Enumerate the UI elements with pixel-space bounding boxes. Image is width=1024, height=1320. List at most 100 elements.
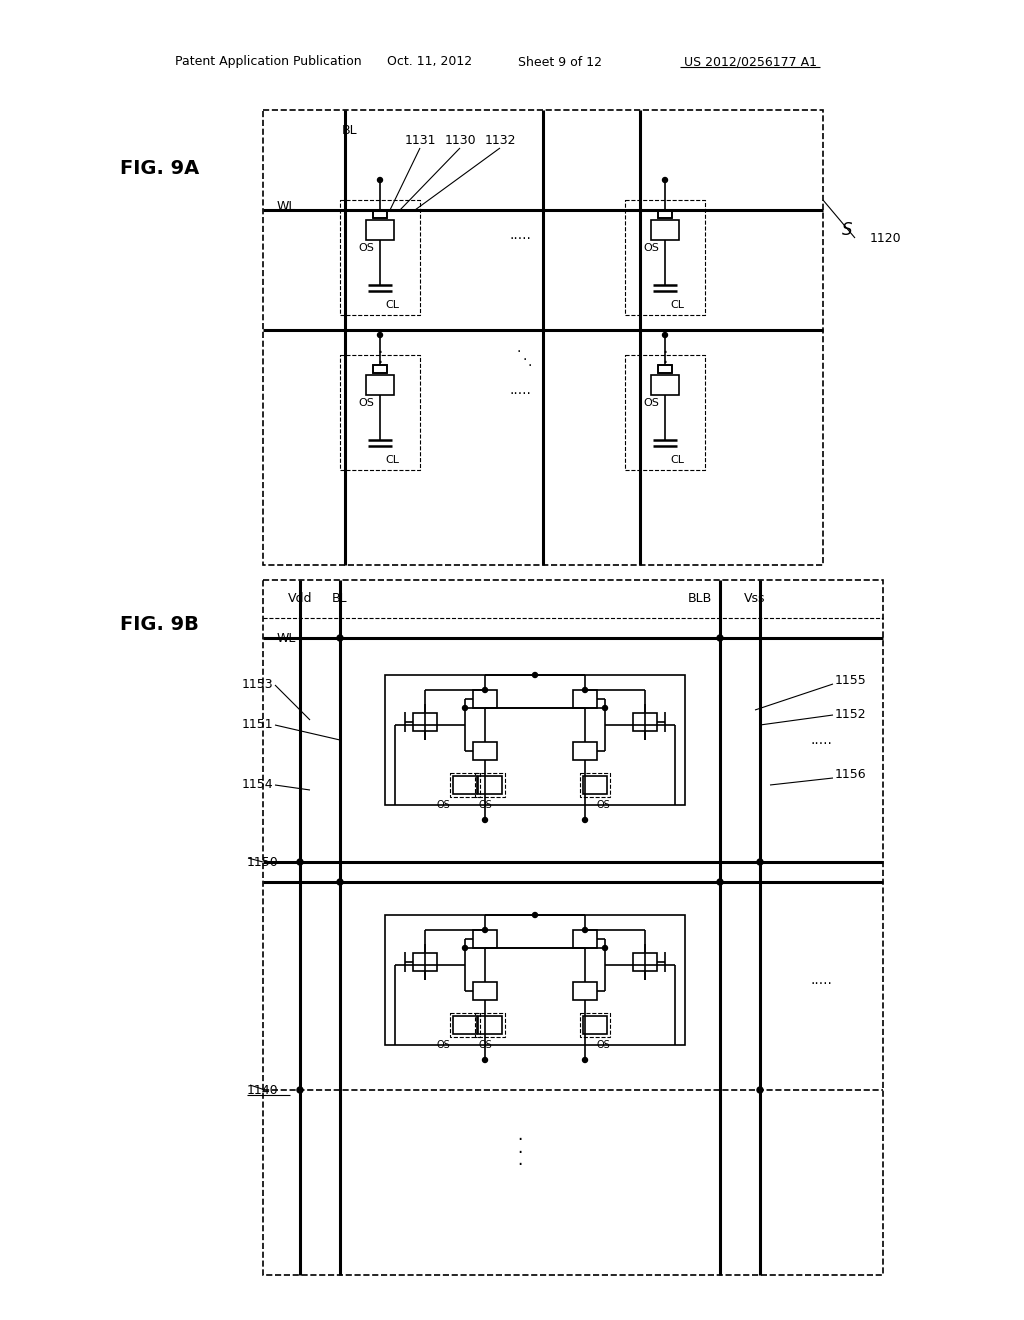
Circle shape [482, 817, 487, 822]
Bar [573, 690, 597, 708]
Circle shape [583, 817, 588, 822]
Text: WL: WL [278, 201, 296, 214]
Bar [573, 742, 597, 760]
Bar [373, 366, 387, 374]
Bar [450, 1012, 480, 1038]
Bar [473, 931, 497, 948]
Text: S: S [842, 220, 852, 239]
Text: WL: WL [278, 631, 296, 644]
Bar [583, 776, 607, 795]
Bar [583, 1016, 607, 1034]
Text: .....: ..... [509, 383, 530, 397]
Circle shape [583, 688, 588, 693]
Text: 1154: 1154 [242, 779, 273, 792]
Circle shape [532, 912, 538, 917]
Text: CL: CL [385, 455, 399, 465]
Bar [263, 579, 883, 1275]
Text: OS: OS [596, 800, 610, 810]
Bar [413, 713, 437, 731]
Bar [651, 220, 679, 240]
Text: .....: ..... [810, 973, 831, 987]
Text: CL: CL [385, 300, 399, 310]
Bar [573, 931, 597, 948]
Text: .: . [663, 339, 668, 356]
Bar [366, 220, 394, 240]
Text: 1156: 1156 [835, 768, 866, 781]
Circle shape [757, 859, 763, 865]
Bar [633, 953, 657, 972]
Circle shape [463, 705, 468, 710]
Bar [658, 210, 672, 218]
Text: 1151: 1151 [242, 718, 273, 731]
Text: OS: OS [643, 399, 658, 408]
Text: Patent Application Publication: Patent Application Publication [175, 55, 361, 69]
Bar [658, 366, 672, 374]
Circle shape [337, 635, 343, 642]
Text: CL: CL [670, 300, 684, 310]
Circle shape [532, 672, 538, 677]
Circle shape [757, 1086, 763, 1093]
Bar [473, 742, 497, 760]
Bar [263, 110, 823, 565]
Text: 1120: 1120 [870, 231, 901, 244]
Text: 1140: 1140 [247, 1084, 279, 1097]
Bar [450, 774, 480, 797]
Bar [633, 713, 657, 731]
Text: 1131: 1131 [404, 133, 436, 147]
Text: 1155: 1155 [835, 673, 866, 686]
Text: 1130: 1130 [444, 133, 476, 147]
Bar [580, 1012, 610, 1038]
Text: BL: BL [332, 591, 348, 605]
Text: OS: OS [358, 243, 374, 253]
Circle shape [297, 1086, 303, 1093]
Bar [473, 982, 497, 1001]
Text: BLB: BLB [688, 591, 712, 605]
Text: BL: BL [342, 124, 357, 136]
Bar [573, 982, 597, 1001]
Text: Vdd: Vdd [288, 591, 312, 605]
Bar [453, 1016, 477, 1034]
Text: .: . [517, 1139, 522, 1158]
Circle shape [717, 879, 723, 884]
Text: .: . [517, 1151, 522, 1170]
Circle shape [463, 945, 468, 950]
Circle shape [602, 705, 607, 710]
Text: .: . [378, 339, 383, 356]
Bar [413, 953, 437, 972]
Bar [453, 776, 477, 795]
Bar [373, 210, 387, 218]
Text: Vss: Vss [744, 591, 766, 605]
Bar [340, 355, 420, 470]
Circle shape [663, 333, 668, 338]
Circle shape [378, 333, 383, 338]
Bar [478, 1016, 502, 1034]
Bar [340, 201, 420, 315]
Circle shape [583, 928, 588, 932]
Text: OS: OS [358, 399, 374, 408]
Text: .: . [517, 1126, 522, 1144]
Text: .: . [523, 348, 527, 363]
Circle shape [337, 879, 343, 884]
Text: OS: OS [478, 1040, 492, 1049]
Bar [625, 355, 705, 470]
Bar [366, 375, 394, 395]
Bar [373, 366, 387, 374]
Circle shape [482, 928, 487, 932]
Text: Sheet 9 of 12: Sheet 9 of 12 [518, 55, 602, 69]
Text: US 2012/0256177 A1: US 2012/0256177 A1 [683, 55, 816, 69]
Bar [658, 210, 672, 218]
Circle shape [482, 1057, 487, 1063]
Bar [475, 774, 505, 797]
Text: .: . [378, 348, 383, 367]
Bar [625, 201, 705, 315]
Text: .: . [517, 341, 521, 355]
Circle shape [717, 635, 723, 642]
Bar [651, 375, 679, 395]
Circle shape [602, 945, 607, 950]
Text: FIG. 9B: FIG. 9B [120, 615, 199, 635]
Text: .....: ..... [509, 228, 530, 242]
Bar [478, 776, 502, 795]
Text: OS: OS [436, 1040, 450, 1049]
Text: OS: OS [596, 1040, 610, 1049]
Bar [385, 675, 685, 805]
